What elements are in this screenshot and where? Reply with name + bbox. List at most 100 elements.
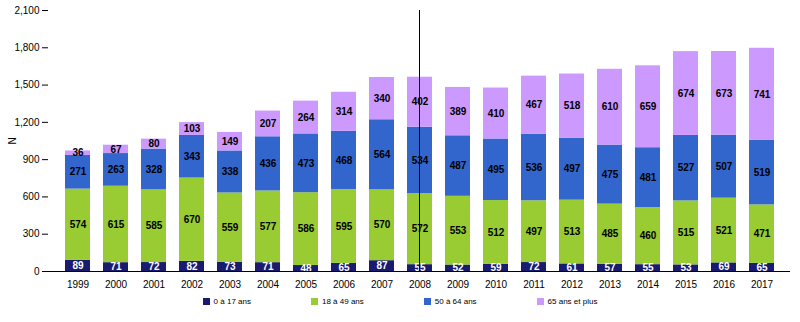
svg-text:2012: 2012: [561, 279, 584, 290]
svg-text:519: 519: [754, 167, 771, 178]
svg-text:72: 72: [528, 261, 540, 272]
svg-text:570: 570: [374, 219, 391, 230]
svg-text:495: 495: [488, 164, 505, 175]
svg-text:673: 673: [716, 88, 733, 99]
svg-text:2007: 2007: [371, 279, 394, 290]
svg-text:659: 659: [640, 101, 657, 112]
svg-text:2001: 2001: [143, 279, 166, 290]
svg-text:497: 497: [526, 226, 543, 237]
svg-text:2002: 2002: [181, 279, 204, 290]
svg-text:481: 481: [640, 172, 657, 183]
svg-text:600: 600: [23, 191, 40, 202]
svg-text:300: 300: [23, 228, 40, 239]
svg-text:2011: 2011: [523, 279, 545, 290]
svg-text:69: 69: [718, 261, 730, 272]
svg-text:586: 586: [298, 223, 315, 234]
svg-text:82: 82: [186, 261, 198, 272]
svg-text:389: 389: [450, 106, 467, 117]
svg-text:73: 73: [224, 261, 236, 272]
svg-text:577: 577: [260, 221, 277, 232]
svg-text:72: 72: [148, 261, 160, 272]
svg-text:2009: 2009: [447, 279, 470, 290]
svg-text:741: 741: [754, 89, 771, 100]
svg-text:264: 264: [298, 112, 315, 123]
svg-text:485: 485: [602, 228, 619, 239]
svg-text:2017: 2017: [751, 279, 774, 290]
svg-text:513: 513: [564, 226, 581, 237]
svg-text:527: 527: [678, 162, 695, 173]
svg-text:534: 534: [412, 155, 429, 166]
svg-text:468: 468: [336, 155, 353, 166]
svg-text:2010: 2010: [485, 279, 508, 290]
svg-text:2,100: 2,100: [14, 5, 39, 16]
svg-text:559: 559: [222, 222, 239, 233]
svg-text:507: 507: [716, 161, 733, 172]
svg-text:2008: 2008: [409, 279, 432, 290]
svg-text:57: 57: [604, 262, 616, 274]
svg-text:1,200: 1,200: [14, 117, 39, 128]
svg-text:52: 52: [452, 262, 464, 274]
svg-text:2005: 2005: [295, 279, 318, 290]
svg-text:515: 515: [678, 227, 695, 238]
svg-text:615: 615: [108, 219, 125, 230]
svg-text:80: 80: [148, 138, 160, 149]
svg-text:497: 497: [564, 163, 581, 174]
svg-text:2006: 2006: [333, 279, 356, 290]
svg-text:149: 149: [222, 136, 239, 147]
svg-text:900: 900: [23, 154, 40, 165]
svg-text:487: 487: [450, 160, 467, 171]
svg-text:263: 263: [108, 164, 125, 175]
svg-text:574: 574: [70, 219, 87, 230]
svg-text:2015: 2015: [675, 279, 698, 290]
svg-text:271: 271: [70, 166, 87, 177]
svg-text:314: 314: [336, 106, 353, 117]
svg-text:410: 410: [488, 108, 505, 119]
svg-text:89: 89: [72, 260, 84, 271]
svg-text:572: 572: [412, 223, 429, 234]
svg-text:N: N: [7, 137, 18, 144]
svg-text:328: 328: [146, 164, 163, 175]
svg-text:2016: 2016: [713, 279, 736, 290]
svg-text:585: 585: [146, 220, 163, 231]
svg-text:436: 436: [260, 158, 277, 169]
svg-text:2003: 2003: [219, 279, 242, 290]
svg-text:512: 512: [488, 227, 505, 238]
svg-text:1,800: 1,800: [14, 42, 39, 53]
svg-text:460: 460: [640, 230, 657, 241]
svg-text:71: 71: [110, 261, 122, 272]
svg-text:340: 340: [374, 93, 391, 104]
svg-text:67: 67: [110, 144, 122, 155]
svg-text:1999: 1999: [67, 279, 90, 290]
svg-text:610: 610: [602, 101, 619, 112]
svg-text:2000: 2000: [105, 279, 128, 290]
svg-text:61: 61: [566, 261, 578, 273]
svg-text:2004: 2004: [257, 279, 280, 290]
svg-text:207: 207: [260, 118, 277, 129]
svg-text:338: 338: [222, 166, 239, 177]
svg-text:473: 473: [298, 158, 315, 169]
svg-text:55: 55: [414, 262, 426, 274]
svg-text:402: 402: [412, 96, 429, 107]
svg-text:87: 87: [376, 260, 388, 271]
svg-text:467: 467: [526, 99, 543, 110]
svg-text:343: 343: [184, 151, 201, 162]
svg-text:2013: 2013: [599, 279, 622, 290]
svg-text:2014: 2014: [637, 279, 660, 290]
svg-text:564: 564: [374, 149, 391, 160]
svg-text:0: 0: [34, 266, 40, 277]
svg-text:475: 475: [602, 169, 619, 180]
svg-text:595: 595: [336, 221, 353, 232]
svg-text:521: 521: [716, 225, 733, 236]
svg-text:553: 553: [450, 225, 467, 236]
svg-text:471: 471: [754, 228, 771, 239]
svg-text:71: 71: [262, 261, 274, 272]
svg-text:36: 36: [72, 147, 84, 158]
svg-text:674: 674: [678, 88, 695, 99]
svg-text:518: 518: [564, 100, 581, 111]
svg-text:103: 103: [184, 123, 201, 134]
svg-text:536: 536: [526, 162, 543, 173]
svg-text:670: 670: [184, 214, 201, 225]
svg-text:48: 48: [300, 263, 312, 274]
svg-text:65: 65: [338, 261, 350, 273]
svg-text:1,500: 1,500: [14, 79, 39, 90]
